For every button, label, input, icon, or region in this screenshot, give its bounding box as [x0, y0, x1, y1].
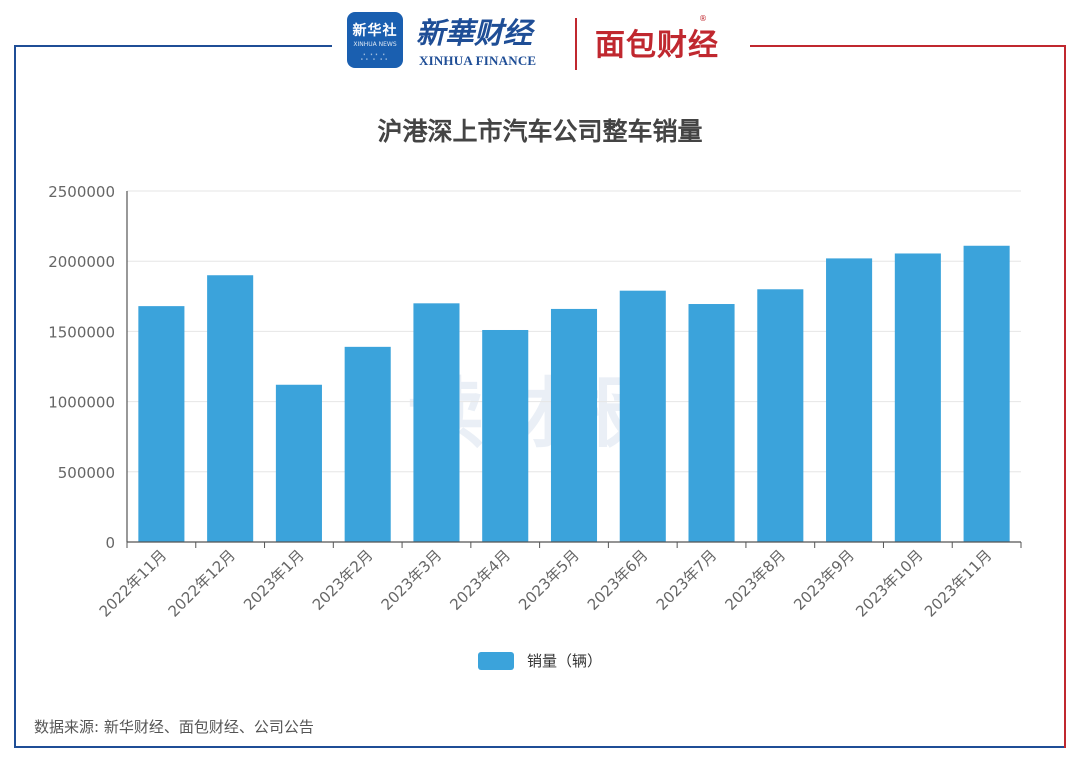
xinhua-finance-brand-en: XINHUA FINANCE: [419, 53, 537, 68]
brand-divider: [575, 18, 577, 70]
xinhua-logo-en: XINHUA NEWS: [353, 41, 397, 48]
y-tick-label: 1500000: [48, 323, 115, 341]
bar: [963, 245, 1010, 543]
y-tick-label: 2500000: [48, 183, 115, 201]
frame-right-line: [1064, 45, 1066, 748]
bar: [619, 290, 666, 542]
bar: [344, 346, 391, 542]
y-tick-label: 1000000: [48, 394, 115, 412]
x-tick-label: 2023年3月: [378, 546, 446, 614]
bars: [138, 245, 1010, 543]
x-tick-label: 2023年8月: [721, 546, 789, 614]
bar: [138, 306, 185, 542]
bar: [757, 289, 804, 542]
y-tick-label: 2000000: [48, 253, 115, 271]
source-note: 数据来源: 新华财经、面包财经、公司公告: [34, 718, 314, 736]
x-tick-label: 2023年10月: [852, 546, 926, 620]
bar: [413, 303, 460, 542]
xinhua-finance-brand-cn: 新華财经: [416, 16, 533, 50]
frame-left-line: [14, 45, 16, 748]
bar: [482, 329, 529, 542]
registered-mark: ®: [699, 14, 707, 23]
x-tick-label: 2023年6月: [584, 546, 652, 614]
legend[interactable]: 销量（辆）: [0, 650, 1080, 671]
y-tick-labels: 0 500000 1000000 1500000 2000000 2500000: [48, 183, 115, 552]
x-tick-label: 2023年9月: [790, 546, 858, 614]
bar: [207, 275, 254, 542]
network-dots-icon: ∴∵∴: [360, 50, 390, 64]
x-tick-label: 2022年12月: [165, 546, 239, 620]
legend-label: 销量（辆）: [527, 652, 603, 670]
frame-top-right-line: [750, 45, 1066, 47]
bar: [688, 304, 735, 542]
frame-bottom-line: [14, 746, 1066, 748]
x-tick-label: 2022年11月: [96, 546, 170, 620]
bar: [826, 258, 873, 542]
xinhua-news-logo: 新华社 XINHUA NEWS ∴∵∴: [347, 12, 403, 68]
mianbao-finance-logo: 面包财经: [595, 28, 719, 63]
x-tick-label: 2023年2月: [309, 546, 377, 614]
x-tick-label: 2023年1月: [240, 546, 308, 614]
x-tick-label: 2023年7月: [653, 546, 721, 614]
axes: [126, 191, 1022, 548]
frame-top-left-line: [14, 45, 332, 47]
bar: [894, 253, 941, 542]
bar: [550, 308, 598, 542]
x-tick-label: 2023年4月: [446, 546, 514, 614]
legend-swatch: [477, 651, 514, 670]
xinhua-logo-cn: 新华社: [352, 23, 398, 39]
y-tick-label: 0: [105, 534, 115, 552]
x-tick-label: 2023年5月: [515, 546, 583, 614]
bar: [275, 384, 322, 542]
y-tick-label: 500000: [58, 464, 115, 482]
chart-title: 沪港深上市汽车公司整车销量: [377, 117, 703, 146]
x-tick-label: 2023年11月: [921, 546, 995, 620]
